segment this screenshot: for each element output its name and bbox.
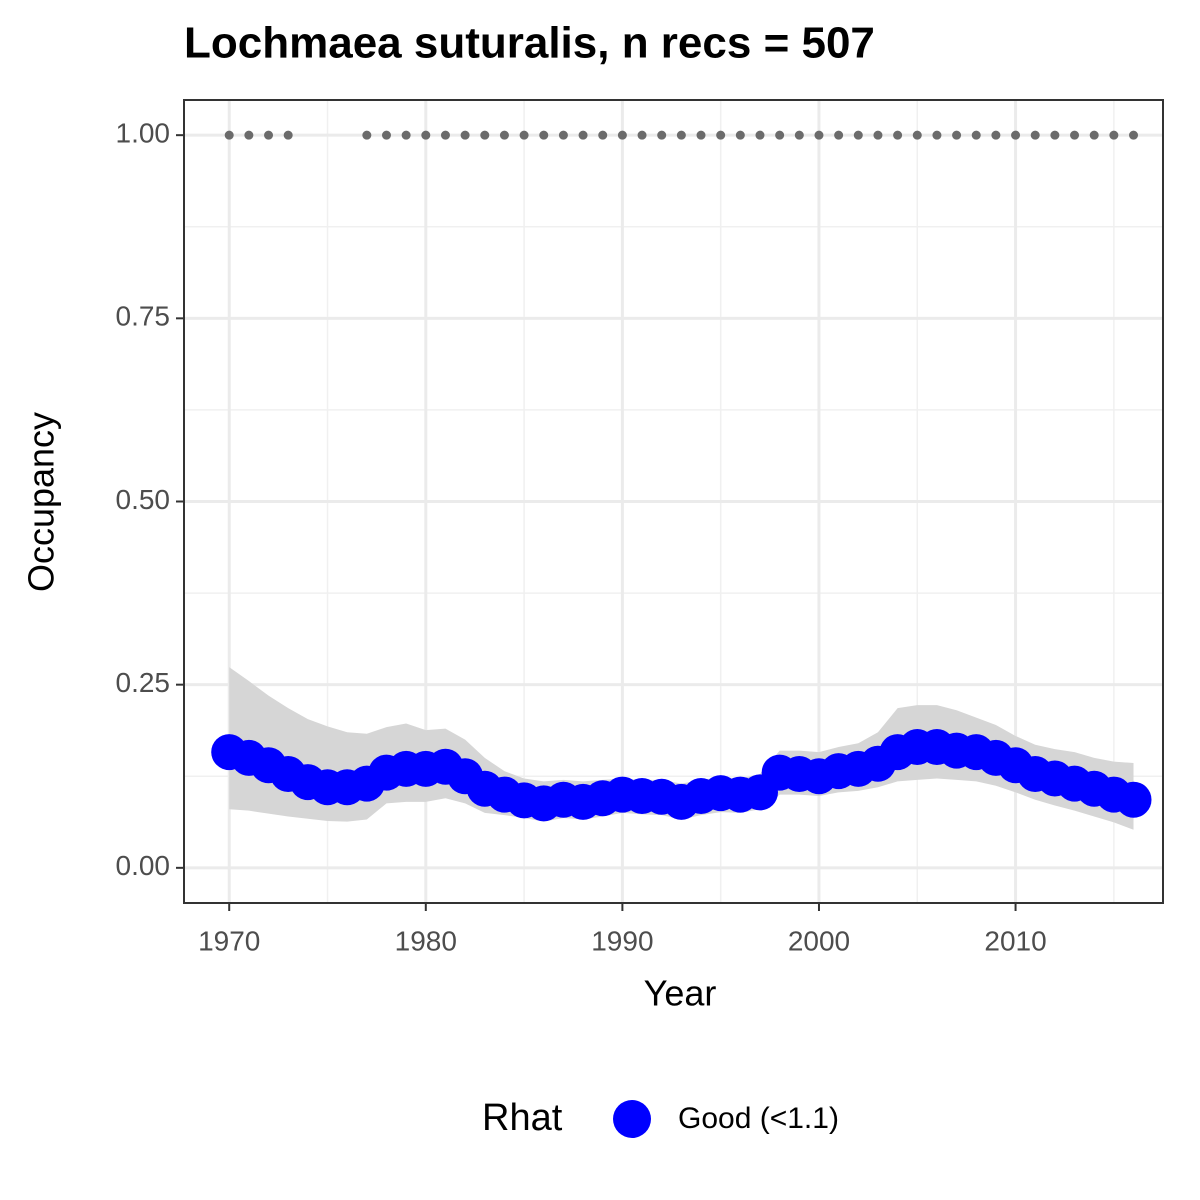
- legend-label: Good (<1.1): [678, 1102, 839, 1135]
- record-dot: [1011, 130, 1021, 140]
- record-dot: [991, 130, 1001, 140]
- x-axis-title: Year: [644, 973, 717, 1014]
- record-dot: [716, 130, 726, 140]
- record-dot: [362, 130, 372, 140]
- record-dot: [421, 130, 431, 140]
- record-dot: [755, 130, 765, 140]
- x-tick-label: 1970: [198, 925, 260, 956]
- plot-border: [183, 99, 1164, 904]
- record-dot: [657, 130, 667, 140]
- record-dot: [598, 130, 608, 140]
- x-tick-label: 1990: [591, 925, 653, 956]
- record-dot: [834, 130, 844, 140]
- legend-title: Rhat: [482, 1097, 563, 1139]
- record-dot: [932, 130, 942, 140]
- y-tick-label: 0.00: [116, 850, 171, 881]
- legend-marker: [613, 1100, 651, 1138]
- record-dot: [224, 130, 234, 140]
- record-dot: [617, 130, 627, 140]
- record-dot: [794, 130, 804, 140]
- x-tick-label: 1980: [395, 925, 457, 956]
- record-dot: [480, 130, 490, 140]
- record-dot: [637, 130, 647, 140]
- x-tick-label: 2000: [788, 925, 850, 956]
- y-tick-label: 0.25: [116, 667, 171, 698]
- record-dot: [283, 130, 293, 140]
- record-dot: [244, 130, 254, 140]
- record-dot: [1129, 130, 1139, 140]
- record-dot: [775, 130, 785, 140]
- record-dot: [696, 130, 706, 140]
- record-dot: [1030, 130, 1040, 140]
- record-dot: [735, 130, 745, 140]
- record-dot: [381, 130, 391, 140]
- y-tick-label: 0.50: [116, 484, 171, 515]
- record-dot: [264, 130, 274, 140]
- record-dot: [401, 130, 411, 140]
- y-axis-title: Occupancy: [21, 412, 62, 592]
- record-dot: [578, 130, 588, 140]
- point: [1115, 781, 1152, 818]
- y-tick-label: 0.75: [116, 301, 171, 332]
- record-dot: [952, 130, 962, 140]
- record-dot: [460, 130, 470, 140]
- record-dot: [971, 130, 981, 140]
- record-dot: [440, 130, 450, 140]
- record-dot: [873, 130, 883, 140]
- record-dot: [1109, 130, 1119, 140]
- record-dot: [1070, 130, 1080, 140]
- record-dot: [912, 130, 922, 140]
- record-dot: [1050, 130, 1060, 140]
- record-dot: [893, 130, 903, 140]
- x-tick-label: 2010: [984, 925, 1046, 956]
- record-dot: [676, 130, 686, 140]
- y-tick-label: 1.00: [116, 118, 171, 149]
- record-dot: [519, 130, 529, 140]
- record-dot: [558, 130, 568, 140]
- record-dot: [1089, 130, 1099, 140]
- record-dot: [539, 130, 549, 140]
- record-dot: [814, 130, 824, 140]
- record-dot: [499, 130, 509, 140]
- chart-title: Lochmaea suturalis, n recs = 507: [184, 19, 875, 68]
- record-dot: [853, 130, 863, 140]
